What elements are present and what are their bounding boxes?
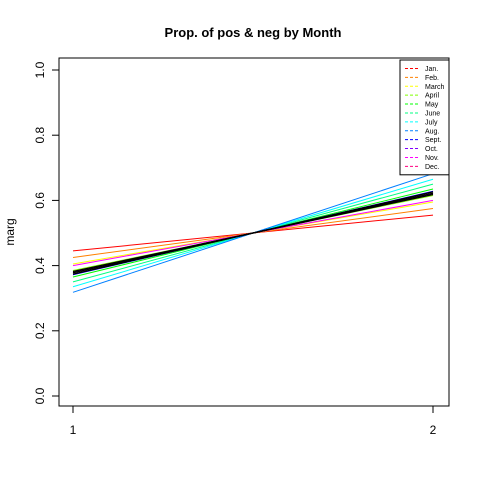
legend-label: June — [425, 110, 440, 117]
y-axis: 0.0 0.2 0.4 0.6 0.8 1.0 — [33, 61, 60, 404]
legend-label: Oct. — [425, 146, 438, 153]
y-tick-label: 0.6 — [33, 192, 47, 209]
y-tick-label: 0.0 — [33, 387, 47, 404]
legend-label: Aug. — [425, 128, 439, 135]
legend-label: May — [425, 102, 439, 109]
chart-title: Prop. of pos & neg by Month — [165, 25, 342, 40]
y-tick-label: 0.2 — [33, 322, 47, 339]
legend-box — [399, 59, 450, 176]
x-tick-label: 1 — [70, 423, 77, 437]
legend-label: Jan. — [425, 66, 438, 73]
series-lines — [72, 173, 434, 293]
plot-frame — [58, 57, 450, 407]
x-tick-label: 2 — [430, 423, 437, 437]
legend-label: Feb. — [425, 75, 439, 82]
y-tick-label: 0.4 — [33, 257, 47, 274]
legend-label: July — [425, 119, 438, 126]
y-axis-label: marg — [3, 218, 17, 245]
legend-label: March — [425, 84, 445, 91]
reference-line — [72, 191, 434, 275]
y-tick-label: 1.0 — [33, 61, 47, 78]
y-tick-label: 0.8 — [33, 127, 47, 144]
legend-label: Nov. — [425, 155, 439, 162]
legend-label: April — [425, 93, 439, 100]
legend-label: Dec. — [425, 164, 439, 171]
legend-label: Sept. — [425, 137, 441, 144]
